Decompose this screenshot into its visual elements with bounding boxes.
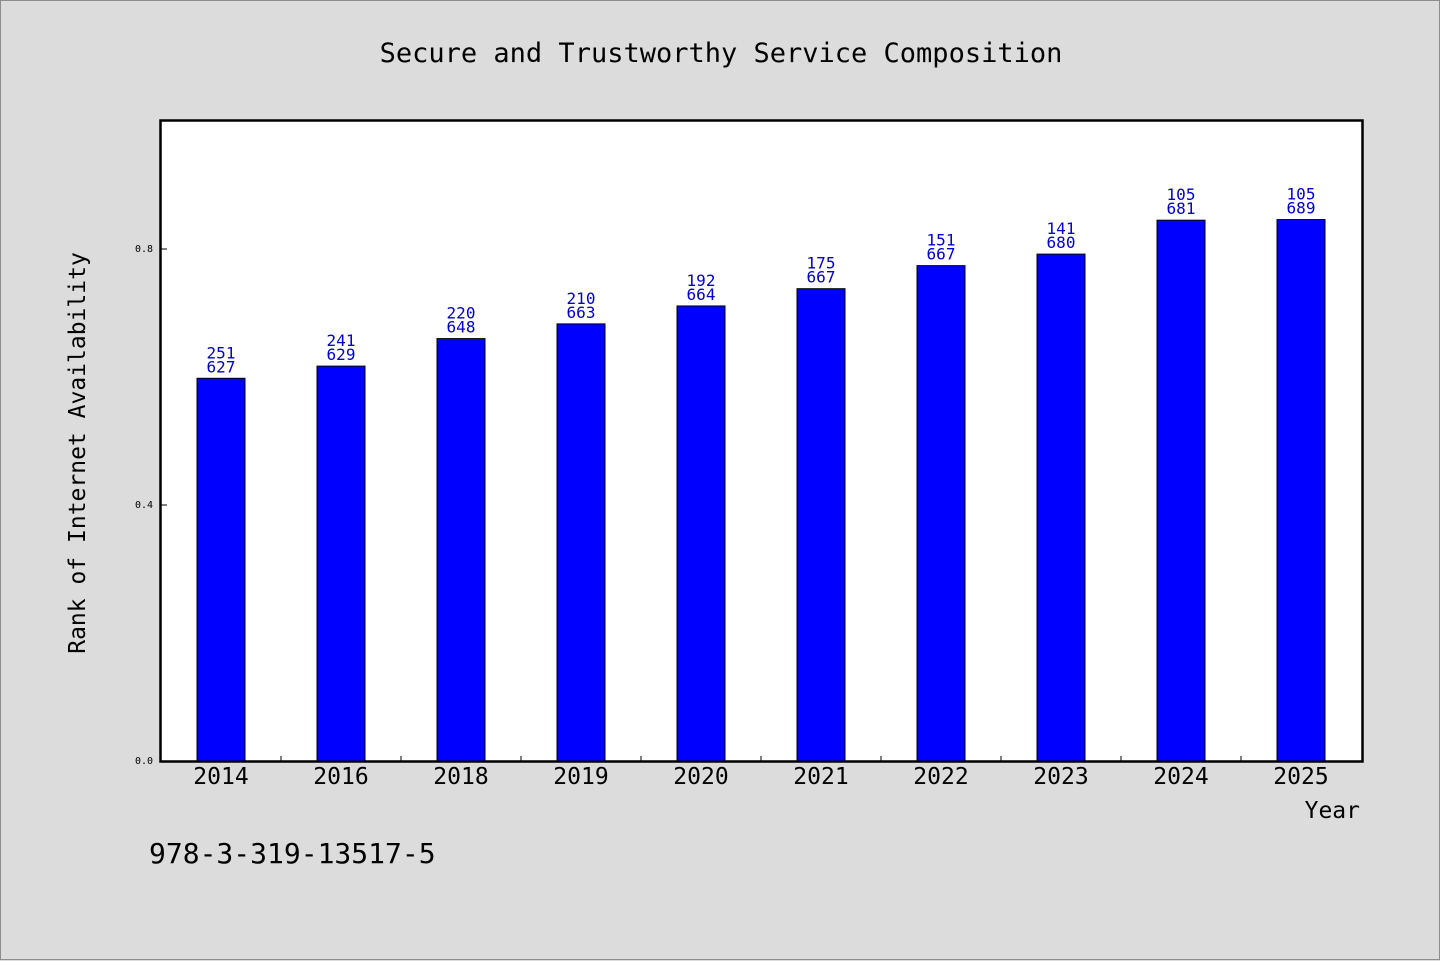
- bar: [436, 338, 486, 762]
- bar-label-top: 220: [447, 304, 476, 323]
- bar: [316, 365, 366, 762]
- x-axis-label: Year: [1305, 798, 1360, 824]
- y-axis-label: Rank of Internet Availability: [65, 252, 91, 654]
- x-tick-label: 2021: [793, 764, 848, 790]
- x-tick-label: 2024: [1153, 764, 1208, 790]
- y-axis: 0.0 0.4 0.8: [135, 244, 167, 767]
- bar-label-top: 192: [687, 271, 716, 290]
- x-tick-label: 2018: [433, 764, 488, 790]
- bar-label-top: 210: [567, 289, 596, 308]
- bar: [796, 288, 846, 762]
- chart-title: Secure and Trustworthy Service Compositi…: [380, 38, 1063, 69]
- x-tick-label: 2014: [193, 764, 248, 790]
- footnote-isbn: 978-3-319-13517-5: [149, 837, 436, 870]
- x-axis: 2014 2016 2018 2019 2020 2021 2022 2023 2024 2025: [193, 756, 1329, 790]
- x-tick-label: 2019: [553, 764, 608, 790]
- bar-label-top: 141: [1047, 219, 1076, 238]
- bar-label-top: 241: [327, 331, 356, 350]
- bar-label-top: 105: [1167, 185, 1196, 204]
- x-tick-label: 2016: [313, 764, 368, 790]
- bar: [916, 265, 966, 762]
- bar-label-bottom: 663: [567, 303, 596, 322]
- bar-label-bottom: 667: [807, 268, 836, 287]
- y-tick-label: 0.0: [135, 756, 153, 767]
- y-tick-label: 0.8: [135, 244, 153, 255]
- bar: [556, 323, 606, 762]
- y-tick-label: 0.4: [135, 500, 153, 511]
- bar: [1036, 253, 1086, 762]
- bar-label-bottom: 681: [1167, 199, 1196, 218]
- bar-label-bottom: 664: [687, 285, 716, 304]
- x-tick-label: 2023: [1033, 764, 1088, 790]
- x-tick-label: 2020: [673, 764, 728, 790]
- bar-label-bottom: 667: [927, 245, 956, 264]
- bar: [676, 305, 726, 762]
- bar-label-top: 251: [207, 343, 236, 362]
- bar-label-bottom: 689: [1287, 199, 1316, 218]
- bar: [1156, 219, 1206, 762]
- x-tick-label: 2025: [1273, 764, 1328, 790]
- bar: [196, 377, 246, 762]
- bar-label-top: 105: [1287, 185, 1316, 204]
- bar-label-bottom: 648: [447, 318, 476, 337]
- bar-label-top: 175: [807, 254, 836, 273]
- bar-label-bottom: 627: [207, 357, 236, 376]
- x-tick-label: 2022: [913, 764, 968, 790]
- bar-label-bottom: 680: [1047, 233, 1076, 252]
- bars-group: 2516272416292206482106631926641756671516…: [196, 185, 1326, 762]
- bar-label-top: 151: [927, 231, 956, 250]
- bar-label-bottom: 629: [327, 345, 356, 364]
- bar: [1276, 219, 1326, 762]
